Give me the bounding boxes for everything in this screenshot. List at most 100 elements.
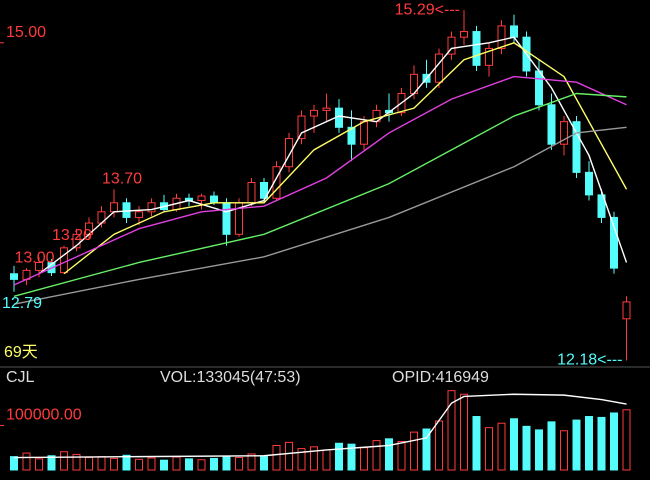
volume-bar [222, 455, 231, 471]
y-tick-label: 15.00 [6, 24, 46, 41]
volume-bar [272, 444, 281, 471]
volume-bar [47, 455, 56, 471]
moving-average [13, 75, 627, 286]
price-annotation: 13.00 [15, 249, 55, 266]
volume-bar [235, 457, 243, 471]
candle-body [472, 31, 481, 66]
candle-body [35, 261, 43, 271]
volume-bar [610, 412, 618, 471]
candle-body [535, 70, 543, 106]
volume-bar [97, 456, 106, 471]
candle-body [197, 195, 206, 202]
candle-body [135, 211, 143, 218]
volume-bar [535, 429, 543, 471]
candle-body [622, 301, 631, 320]
volume-bar [347, 443, 356, 471]
candle-body [297, 115, 306, 140]
volume-bar [435, 420, 443, 471]
volume-summary: VOL:133045(47:53) [160, 369, 301, 386]
volume-bar [147, 457, 156, 471]
volume-bar [35, 458, 43, 471]
candle-body [110, 202, 118, 213]
volume-bar [172, 456, 181, 471]
volume-bar [72, 453, 81, 471]
volume-bar [110, 457, 118, 471]
candle-body [272, 166, 281, 199]
volume-bar [560, 430, 568, 471]
candle-body [360, 121, 368, 145]
candle-body [547, 104, 556, 145]
volume-bar [397, 440, 406, 471]
moving-average [13, 126, 627, 305]
candle-body [10, 273, 18, 280]
candle-body [247, 182, 256, 204]
volume-title: CJL [6, 369, 35, 386]
volume-bar [472, 416, 481, 471]
volume-bar [10, 456, 18, 471]
volume-bar [185, 458, 193, 471]
days-label: 69天 [4, 344, 38, 361]
moving-average [13, 393, 627, 459]
candle-body [210, 195, 218, 204]
volume-bar [247, 453, 256, 471]
moving-average [38, 36, 628, 275]
candle-body [347, 126, 356, 145]
volume-bar [285, 441, 293, 471]
candle-body [260, 182, 268, 199]
volume-bar [210, 457, 218, 471]
moving-average [63, 42, 628, 275]
volume-bar [322, 449, 331, 471]
volume-bar [572, 419, 581, 471]
candle-body [510, 25, 518, 38]
volume-bar [297, 448, 306, 471]
price-annotation: 15.29<--- [395, 1, 460, 18]
volume-bar [447, 390, 456, 471]
volume-extra: OPID:416949 [392, 369, 489, 386]
candle-body [322, 107, 331, 111]
volume-bar [360, 447, 368, 471]
candle-body [447, 36, 456, 55]
candle-body [122, 202, 131, 218]
candle-body [222, 202, 231, 235]
price-annotation: 13.20 [52, 227, 92, 244]
candle-body [60, 247, 68, 274]
volume-bar [585, 416, 593, 471]
candle-body [497, 25, 506, 49]
volume-bar [122, 454, 131, 471]
volume-bar [522, 425, 531, 471]
candle-body [560, 121, 568, 145]
price-annotation: 12.18<--- [557, 352, 622, 369]
volume-bar [160, 459, 168, 471]
volume-bar [410, 431, 418, 471]
volume-bar [385, 438, 393, 471]
volume-bar [597, 416, 606, 471]
candle-body [572, 121, 581, 173]
candle-body [585, 171, 593, 196]
volume-bar [372, 440, 381, 471]
candle-body [285, 138, 293, 168]
volume-bar [310, 446, 318, 471]
candle-body [610, 216, 618, 269]
volume-bar [460, 393, 468, 471]
candle-body [460, 31, 468, 38]
volume-bar [22, 452, 31, 471]
candle-body [485, 47, 493, 66]
candle-body [147, 202, 156, 213]
volume-bar [197, 459, 206, 471]
volume-bar [60, 451, 68, 471]
price-annotation: 13.70 [102, 170, 142, 187]
volume-bar [135, 458, 143, 471]
candle-body [72, 233, 81, 249]
volume-bar [497, 422, 506, 471]
volume-bar [547, 421, 556, 471]
volume-bar [485, 427, 493, 471]
candle-body [310, 109, 318, 117]
candle-body [435, 53, 443, 83]
volume-bar [260, 456, 268, 471]
volume-bar [335, 442, 343, 471]
y-tick-label: 100000.00 [6, 407, 82, 424]
volume-bar [622, 409, 631, 471]
volume-bar [85, 457, 93, 471]
price-annotation: 12.79 [2, 295, 42, 312]
